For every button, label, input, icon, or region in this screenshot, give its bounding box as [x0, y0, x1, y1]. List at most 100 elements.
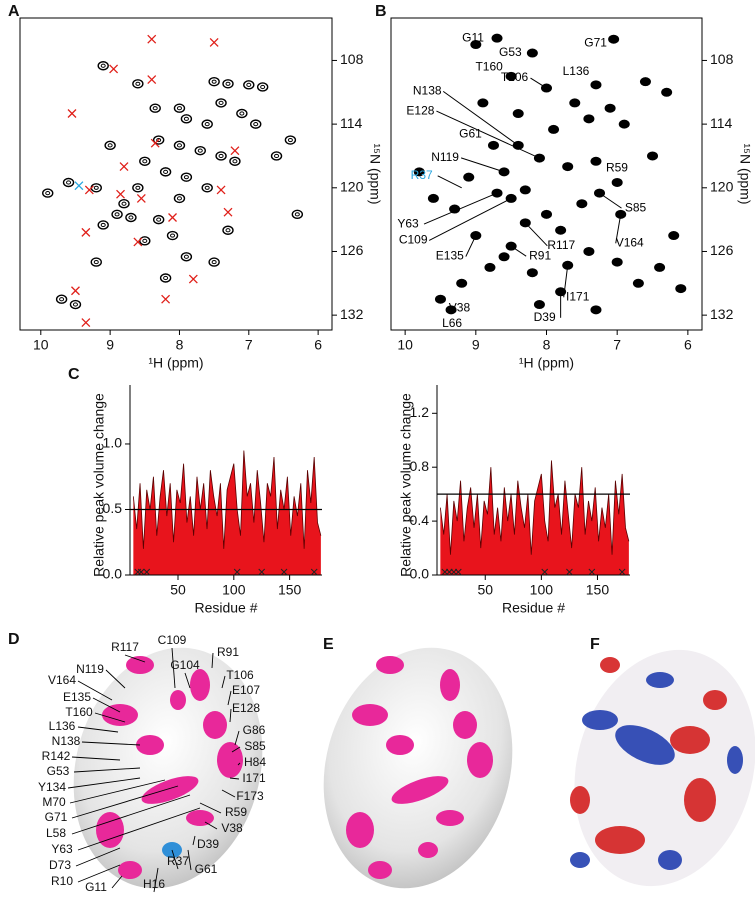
peak-core [232, 159, 238, 164]
x-tick-label: 8 [176, 337, 184, 353]
peak-core [225, 228, 231, 233]
residue-label: H16 [143, 877, 165, 891]
peak [270, 151, 283, 161]
peak-core [72, 302, 78, 307]
leader-line [563, 265, 569, 298]
leader-line [227, 690, 232, 706]
peak [284, 135, 297, 145]
leader-line [234, 730, 240, 746]
cross-marker [71, 286, 80, 296]
peak-core [156, 217, 162, 222]
peak [173, 193, 186, 204]
panel-label: E [323, 636, 334, 653]
cross-marker [147, 75, 157, 85]
peak [97, 220, 109, 230]
leader-line [428, 197, 512, 241]
peak [608, 34, 620, 44]
peak [236, 108, 248, 119]
leader-line [71, 785, 179, 819]
peak-core [128, 215, 134, 220]
peak-core [100, 63, 106, 68]
area-fill [133, 450, 321, 575]
peak [449, 204, 461, 214]
residue-label: G71 [45, 810, 68, 824]
peak [526, 48, 538, 58]
residue-label: G61 [195, 862, 218, 876]
peak-core [239, 111, 245, 116]
residue-label: M70 [42, 795, 66, 809]
peak-label: G61 [459, 127, 482, 141]
peak [427, 193, 439, 203]
leader-line [237, 762, 241, 766]
x-tick-label: 50 [477, 582, 493, 598]
peak [159, 167, 172, 177]
x-tick-label: 100 [222, 582, 246, 598]
peak [576, 199, 588, 209]
residue-label: R117 [111, 640, 139, 654]
residue-label: S85 [244, 739, 266, 753]
peak-label: R37 [411, 168, 433, 182]
peak [675, 284, 687, 294]
peak [548, 124, 560, 134]
residue-label: I171 [242, 771, 266, 785]
cross-marker [74, 181, 84, 191]
peak-label: Y63 [397, 216, 419, 230]
peak-label: R59 [606, 160, 628, 174]
panel-label: B [375, 3, 387, 20]
residue-label: C109 [158, 633, 187, 647]
peak [618, 119, 630, 129]
peak [250, 119, 262, 129]
peak [42, 188, 54, 198]
peak-core [121, 201, 127, 206]
peak [487, 140, 499, 150]
peak-core [183, 175, 189, 180]
leader-line [460, 157, 505, 173]
x-tick-label: 9 [106, 337, 114, 353]
peak [97, 61, 109, 71]
y-tick-label: 108 [710, 51, 734, 67]
leader-line [187, 849, 192, 871]
leader-line [184, 672, 191, 689]
x-tick-label: 6 [684, 337, 692, 353]
peak [90, 257, 102, 267]
leader-line [442, 90, 519, 146]
leader-line [192, 835, 196, 846]
y-tick-label: 0.8 [410, 458, 430, 474]
cross-marker [109, 64, 119, 74]
peak-core [211, 259, 217, 265]
missing-marker [588, 568, 596, 576]
peak-core [246, 82, 252, 87]
y-axis-label: ¹⁵N (ppm) [367, 143, 383, 204]
x-tick-label: 150 [278, 582, 302, 598]
leader-line [615, 214, 622, 244]
peak [590, 305, 602, 315]
leader-line [465, 235, 477, 257]
peak [291, 209, 304, 220]
residue-label: N138 [52, 734, 81, 748]
missing-marker [143, 568, 151, 576]
peak-label: E128 [406, 103, 434, 117]
peak [555, 225, 567, 235]
peak-label: I171 [566, 289, 590, 303]
peak-core [135, 185, 141, 190]
peak [104, 140, 116, 151]
peak [243, 80, 255, 90]
peak-core [294, 212, 300, 217]
cross-marker [136, 193, 146, 203]
cross-marker [147, 34, 157, 44]
leader-line [436, 110, 540, 159]
surface-e [323, 647, 513, 889]
cross-marker [161, 294, 171, 304]
peak [180, 172, 193, 182]
peak [55, 294, 68, 304]
panel-label: C [68, 366, 80, 383]
leader-line [221, 675, 226, 689]
y-axis-label: Relative peak volume change [91, 393, 107, 577]
peak-core [183, 254, 189, 259]
peak [632, 278, 644, 288]
cross-marker [133, 237, 143, 247]
peak-core [107, 143, 113, 148]
y-tick-label: 114 [710, 115, 733, 131]
residue-label: E128 [232, 701, 260, 715]
